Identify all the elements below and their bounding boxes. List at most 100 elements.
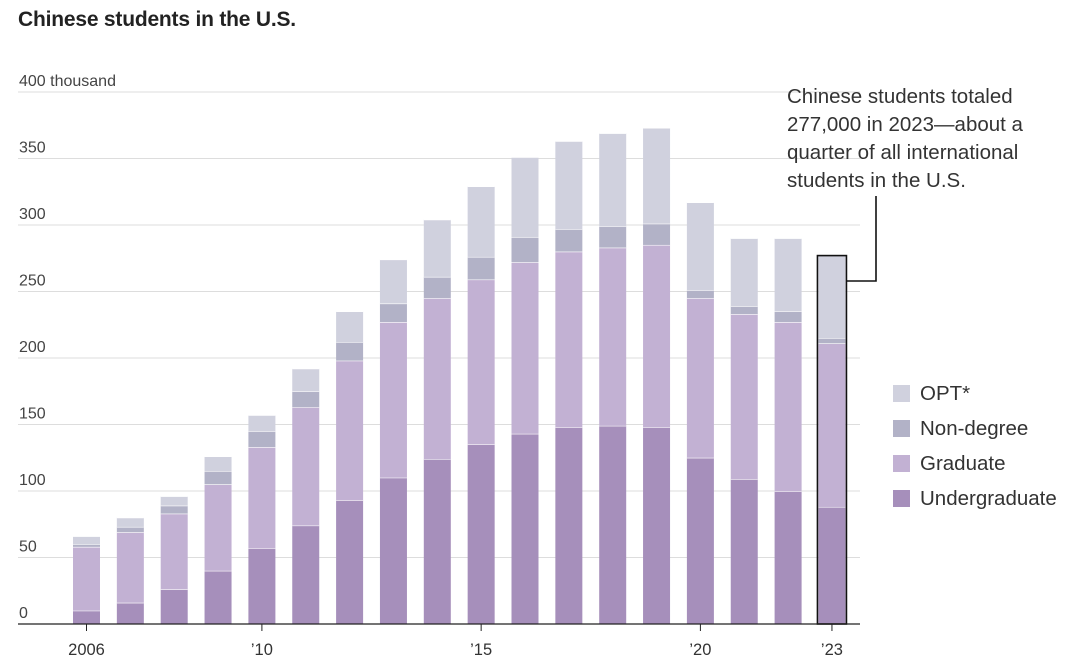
bar-segment bbox=[774, 311, 802, 323]
bar-stack bbox=[774, 237, 802, 624]
legend-item-undergraduate: Undergraduate bbox=[893, 481, 1057, 516]
bar-segment bbox=[116, 602, 144, 624]
bar-segment bbox=[116, 526, 144, 533]
bar-segment bbox=[643, 127, 671, 224]
bar-stack bbox=[467, 185, 495, 624]
bar-segment bbox=[336, 311, 364, 343]
bar-segment bbox=[511, 236, 539, 263]
bar-segment bbox=[379, 477, 407, 624]
bar-segment bbox=[160, 589, 188, 624]
x-axis: 2006 ’10 ’15 ’20 ’23 bbox=[18, 623, 860, 659]
bar-segment bbox=[643, 223, 671, 245]
x-tick-label: ’23 bbox=[821, 641, 843, 659]
bar-segment bbox=[511, 433, 539, 624]
annotation-callout bbox=[846, 196, 877, 282]
bar-stack bbox=[336, 310, 364, 624]
bar-segment bbox=[599, 425, 627, 624]
bar-segment bbox=[423, 459, 451, 624]
bar-segment bbox=[555, 427, 583, 624]
bar-segment bbox=[292, 368, 320, 392]
bar-segment bbox=[160, 505, 188, 514]
bar-segment bbox=[379, 322, 407, 478]
bar-stack bbox=[686, 201, 714, 624]
y-tick-label: 100 bbox=[19, 472, 46, 489]
bar-segment bbox=[774, 322, 802, 491]
bar-segment bbox=[818, 338, 846, 344]
bar-stack bbox=[248, 414, 276, 624]
bar-stack bbox=[818, 254, 846, 624]
bar-segment bbox=[555, 228, 583, 252]
bar-stack bbox=[643, 127, 671, 624]
bar-segment bbox=[730, 306, 758, 315]
bar-segment bbox=[73, 546, 100, 611]
chart-title: Chinese students in the U.S. bbox=[18, 8, 296, 31]
bar-segment bbox=[555, 141, 583, 229]
bar-segment bbox=[292, 407, 320, 526]
bar-segment bbox=[336, 360, 364, 501]
bar-segment bbox=[204, 484, 232, 571]
legend: OPT* Non-degree Graduate Undergraduate bbox=[893, 376, 1057, 516]
bar-segment bbox=[336, 500, 364, 624]
legend-label-undergraduate: Undergraduate bbox=[920, 486, 1057, 510]
bar-segment bbox=[730, 314, 758, 480]
bar-segment bbox=[248, 415, 276, 432]
annotation-text: Chinese students totaled 277,000 in 2023… bbox=[787, 85, 1023, 192]
bar-segment bbox=[643, 244, 671, 428]
x-tick-label: ’15 bbox=[470, 641, 492, 659]
bar-stack bbox=[160, 495, 188, 624]
bar-stack bbox=[730, 237, 758, 624]
bar-segment bbox=[379, 259, 407, 304]
bar-segment bbox=[116, 532, 144, 603]
legend-swatch-opt bbox=[893, 385, 910, 402]
bar-segment bbox=[248, 431, 276, 448]
bar-stack bbox=[73, 535, 100, 624]
bar-segment bbox=[467, 256, 495, 280]
bar-segment bbox=[116, 517, 144, 527]
bar-segment bbox=[599, 133, 627, 227]
bar-segment bbox=[73, 536, 100, 545]
bar-segment bbox=[73, 544, 100, 547]
y-tick-label: 150 bbox=[19, 406, 46, 423]
bar-stack bbox=[599, 132, 627, 624]
legend-swatch-undergraduate bbox=[893, 490, 910, 507]
bar-segment bbox=[204, 456, 232, 472]
bar-segment bbox=[248, 548, 276, 624]
bar-segment bbox=[204, 471, 232, 485]
bar-segment bbox=[160, 513, 188, 590]
bar-segment bbox=[774, 491, 802, 624]
bar-segment bbox=[686, 457, 714, 624]
y-axis-tick-labels: 0 50 100 150 200 250 300 350 400 thousand bbox=[19, 73, 116, 622]
bar-segment bbox=[467, 444, 495, 624]
bar-segment bbox=[686, 298, 714, 458]
bar-segment bbox=[730, 479, 758, 624]
y-tick-label: 350 bbox=[19, 140, 46, 157]
legend-label-graduate: Graduate bbox=[920, 451, 1006, 475]
bar-stack bbox=[423, 219, 451, 624]
y-tick-label: 300 bbox=[19, 206, 46, 223]
bar-segment bbox=[686, 202, 714, 291]
legend-label-opt: OPT* bbox=[920, 381, 971, 405]
x-tick-label: 2006 bbox=[68, 641, 105, 659]
bar-segment bbox=[818, 343, 846, 507]
bar-segment bbox=[73, 610, 100, 624]
bar-segment bbox=[160, 496, 188, 506]
legend-item-opt: OPT* bbox=[893, 376, 1057, 411]
y-tick-label: 0 bbox=[19, 605, 28, 622]
legend-item-graduate: Graduate bbox=[893, 446, 1057, 481]
bar-segment bbox=[423, 298, 451, 460]
bar-segment bbox=[292, 391, 320, 408]
y-tick-label: 400 thousand bbox=[19, 73, 116, 90]
legend-label-non-degree: Non-degree bbox=[920, 416, 1029, 440]
y-tick-label: 50 bbox=[19, 539, 37, 556]
bar-stack bbox=[555, 140, 583, 624]
legend-swatch-graduate bbox=[893, 455, 910, 472]
bar-segment bbox=[686, 290, 714, 299]
bar-segment bbox=[599, 247, 627, 426]
bar-segment bbox=[511, 157, 539, 237]
bar-stack bbox=[116, 516, 144, 624]
bar-stack bbox=[292, 368, 320, 624]
callout-line bbox=[846, 196, 877, 282]
bar-segment bbox=[248, 447, 276, 549]
bar-segment bbox=[599, 226, 627, 248]
